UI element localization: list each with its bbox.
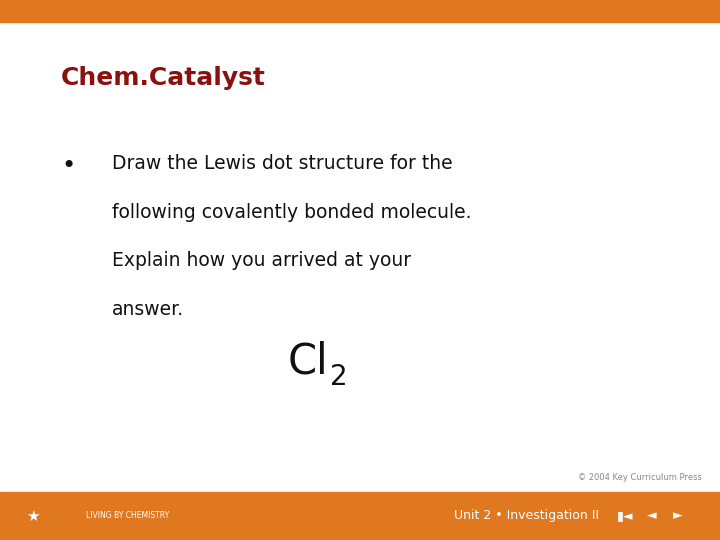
Bar <box>0 492 720 540</box>
Text: Cl: Cl <box>288 341 328 383</box>
Text: Draw the Lewis dot structure for the: Draw the Lewis dot structure for the <box>112 154 452 173</box>
Text: 2: 2 <box>330 363 347 391</box>
Text: •: • <box>61 154 76 178</box>
Text: Chem.Catalyst: Chem.Catalyst <box>61 66 266 90</box>
Text: LIVING BY CHEMISTRY: LIVING BY CHEMISTRY <box>86 511 170 521</box>
Text: Unit 2 • Investigation II: Unit 2 • Investigation II <box>454 510 598 523</box>
Text: ◄: ◄ <box>647 510 657 523</box>
Text: ►: ► <box>673 510 683 523</box>
Text: following covalently bonded molecule.: following covalently bonded molecule. <box>112 202 471 221</box>
Text: ▮◄: ▮◄ <box>617 510 633 523</box>
Text: ★: ★ <box>26 509 39 523</box>
Text: answer.: answer. <box>112 300 184 319</box>
Text: Explain how you arrived at your: Explain how you arrived at your <box>112 251 410 270</box>
Bar <box>0 0 720 22</box>
Text: © 2004 Key Curriculum Press: © 2004 Key Curriculum Press <box>578 473 702 482</box>
